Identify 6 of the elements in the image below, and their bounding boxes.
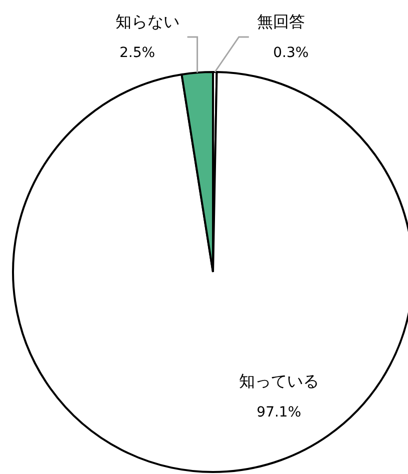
slice-label: 知らない [115, 12, 180, 31]
data-label: 0.3% [273, 45, 309, 61]
data-label: 2.5% [120, 45, 156, 61]
data-label: 97.1% [256, 404, 302, 420]
slice-label: 知っている [238, 371, 319, 390]
slice-label: 無回答 [256, 12, 305, 31]
